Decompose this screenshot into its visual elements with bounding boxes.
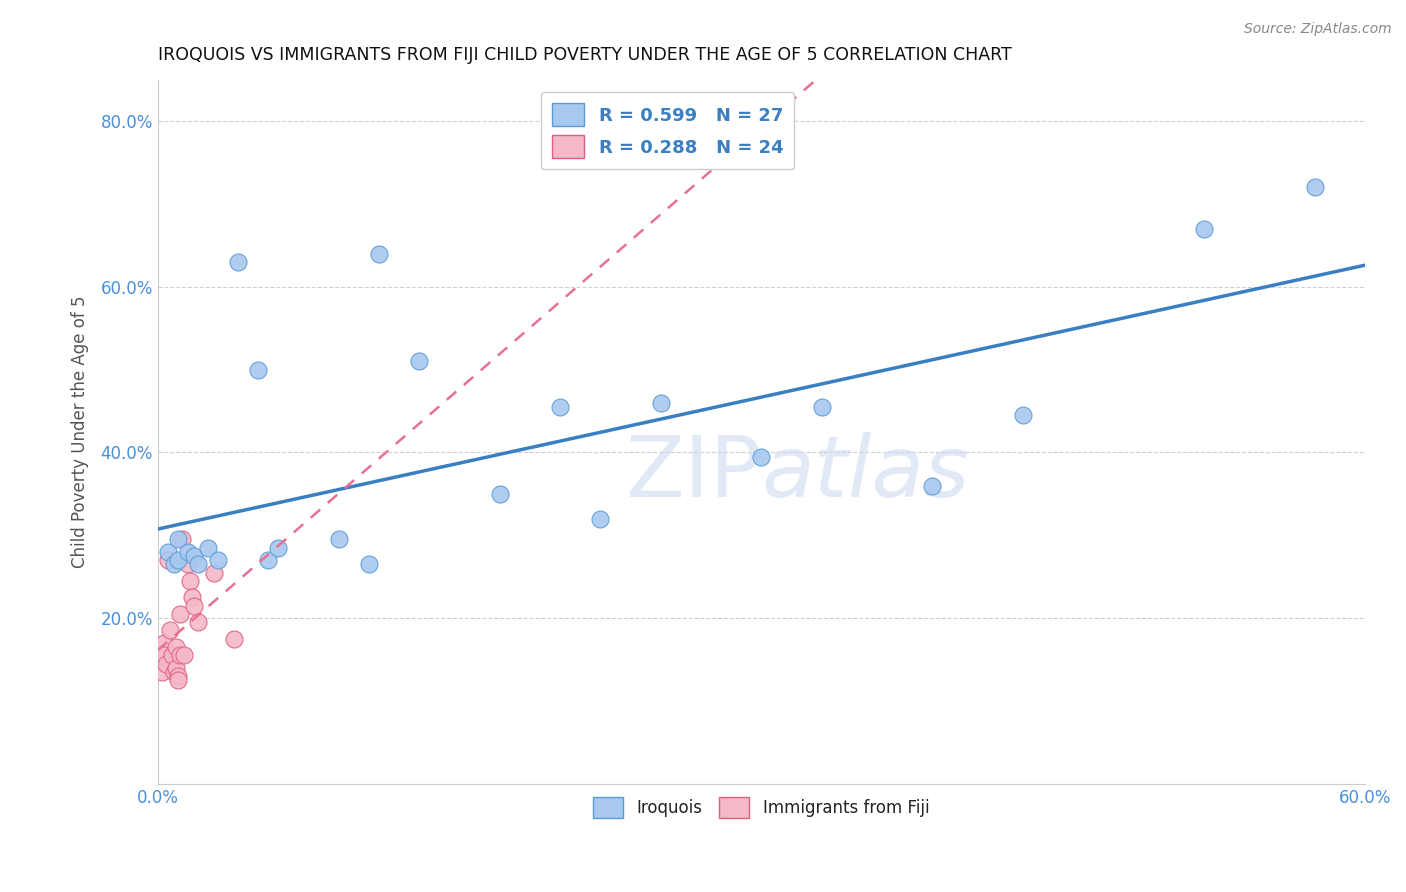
Point (156, 545, 179, 559)
Point (152, 636, 174, 650)
Point (226, 255, 249, 269)
Legend: Iroquois, Immigrants from Fiji: Iroquois, Immigrants from Fiji (586, 790, 936, 825)
Point (170, 533, 193, 547)
Point (183, 599, 205, 613)
Point (197, 541, 219, 555)
Point (169, 648, 191, 663)
Point (202, 566, 225, 580)
Point (163, 558, 186, 572)
Point (328, 533, 350, 547)
Point (357, 558, 380, 572)
Point (187, 558, 209, 572)
Point (166, 533, 188, 547)
Point (408, 354, 430, 368)
Point (179, 574, 201, 588)
Text: IROQUOIS VS IMMIGRANTS FROM FIJI CHILD POVERTY UNDER THE AGE OF 5 CORRELATION CH: IROQUOIS VS IMMIGRANTS FROM FIJI CHILD P… (157, 46, 1011, 64)
Point (650, 395, 672, 409)
Point (810, 400, 832, 414)
Point (187, 615, 209, 630)
Point (368, 246, 391, 260)
Point (749, 450, 772, 464)
Point (166, 669, 188, 683)
Point (180, 591, 202, 605)
Point (548, 400, 571, 414)
Point (247, 362, 270, 376)
Point (1011, 408, 1033, 422)
Point (155, 657, 177, 671)
Point (156, 553, 179, 567)
Point (177, 545, 200, 559)
Point (150, 648, 173, 663)
Point (207, 553, 229, 567)
Point (589, 511, 612, 525)
Point (1192, 221, 1215, 235)
Point (177, 558, 200, 572)
Point (257, 553, 280, 567)
Point (183, 549, 205, 563)
Point (166, 673, 188, 688)
Point (1303, 180, 1326, 194)
Point (224, 632, 246, 646)
Point (150, 665, 173, 679)
Point (165, 661, 187, 675)
Point (169, 607, 191, 621)
Point (267, 541, 290, 555)
Point (166, 553, 188, 567)
Point (488, 487, 510, 501)
Point (163, 665, 186, 679)
Y-axis label: Child Poverty Under the Age of 5: Child Poverty Under the Age of 5 (72, 295, 89, 568)
Text: atlas: atlas (761, 433, 969, 516)
Point (173, 648, 195, 663)
Text: ZIP: ZIP (624, 433, 761, 516)
Text: Source: ZipAtlas.com: Source: ZipAtlas.com (1244, 22, 1392, 37)
Point (159, 624, 181, 638)
Point (165, 640, 187, 654)
Point (152, 648, 174, 663)
Point (160, 648, 183, 663)
Point (921, 478, 943, 492)
